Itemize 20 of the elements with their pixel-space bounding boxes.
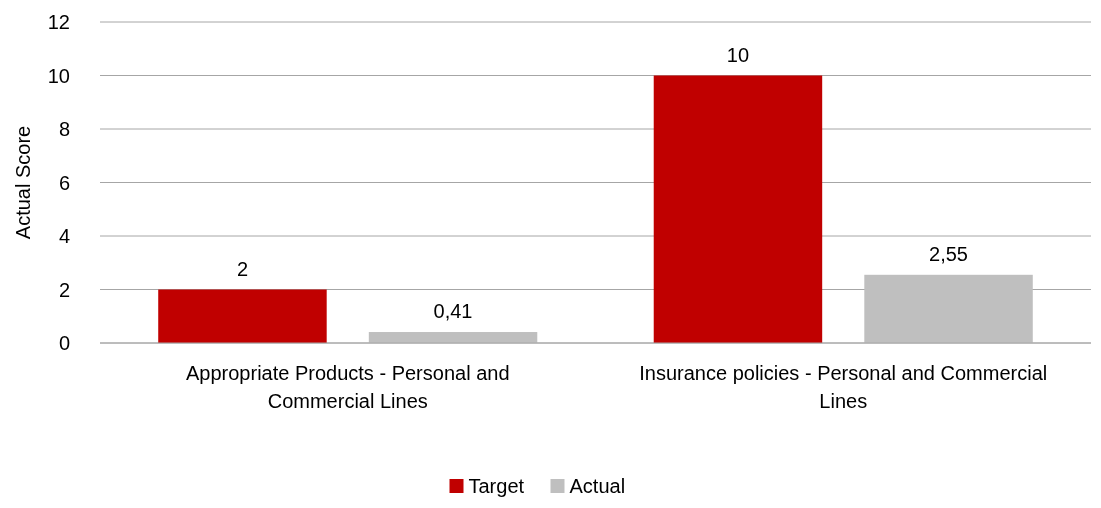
y-tick-label: 2 <box>58 278 70 301</box>
y-tick-label: 12 <box>47 11 70 33</box>
legend-label: Target <box>468 475 525 497</box>
y-tick-label: 8 <box>58 118 70 140</box>
x-tick-label: Insurance policies - Personal and Commercial Lines <box>639 362 1048 412</box>
bar <box>653 75 823 343</box>
data-label: 2 <box>236 257 249 280</box>
data-label: 10 <box>726 43 750 66</box>
bar <box>368 332 538 343</box>
y-axis-title: Actual Score <box>12 125 34 240</box>
y-tick-label: 0 <box>58 332 70 354</box>
y-tick-label: 4 <box>58 225 70 247</box>
y-tick-label: 6 <box>58 171 70 194</box>
legend-label: Actual <box>569 475 626 497</box>
y-tick-label: 10 <box>47 64 70 87</box>
x-tick-label: Appropriate Products - Personal and Commercial Lines <box>185 362 510 412</box>
bar <box>864 274 1033 343</box>
data-label: 2,55 <box>929 242 969 265</box>
bar <box>158 289 327 343</box>
data-label: 0,41 <box>433 300 473 323</box>
